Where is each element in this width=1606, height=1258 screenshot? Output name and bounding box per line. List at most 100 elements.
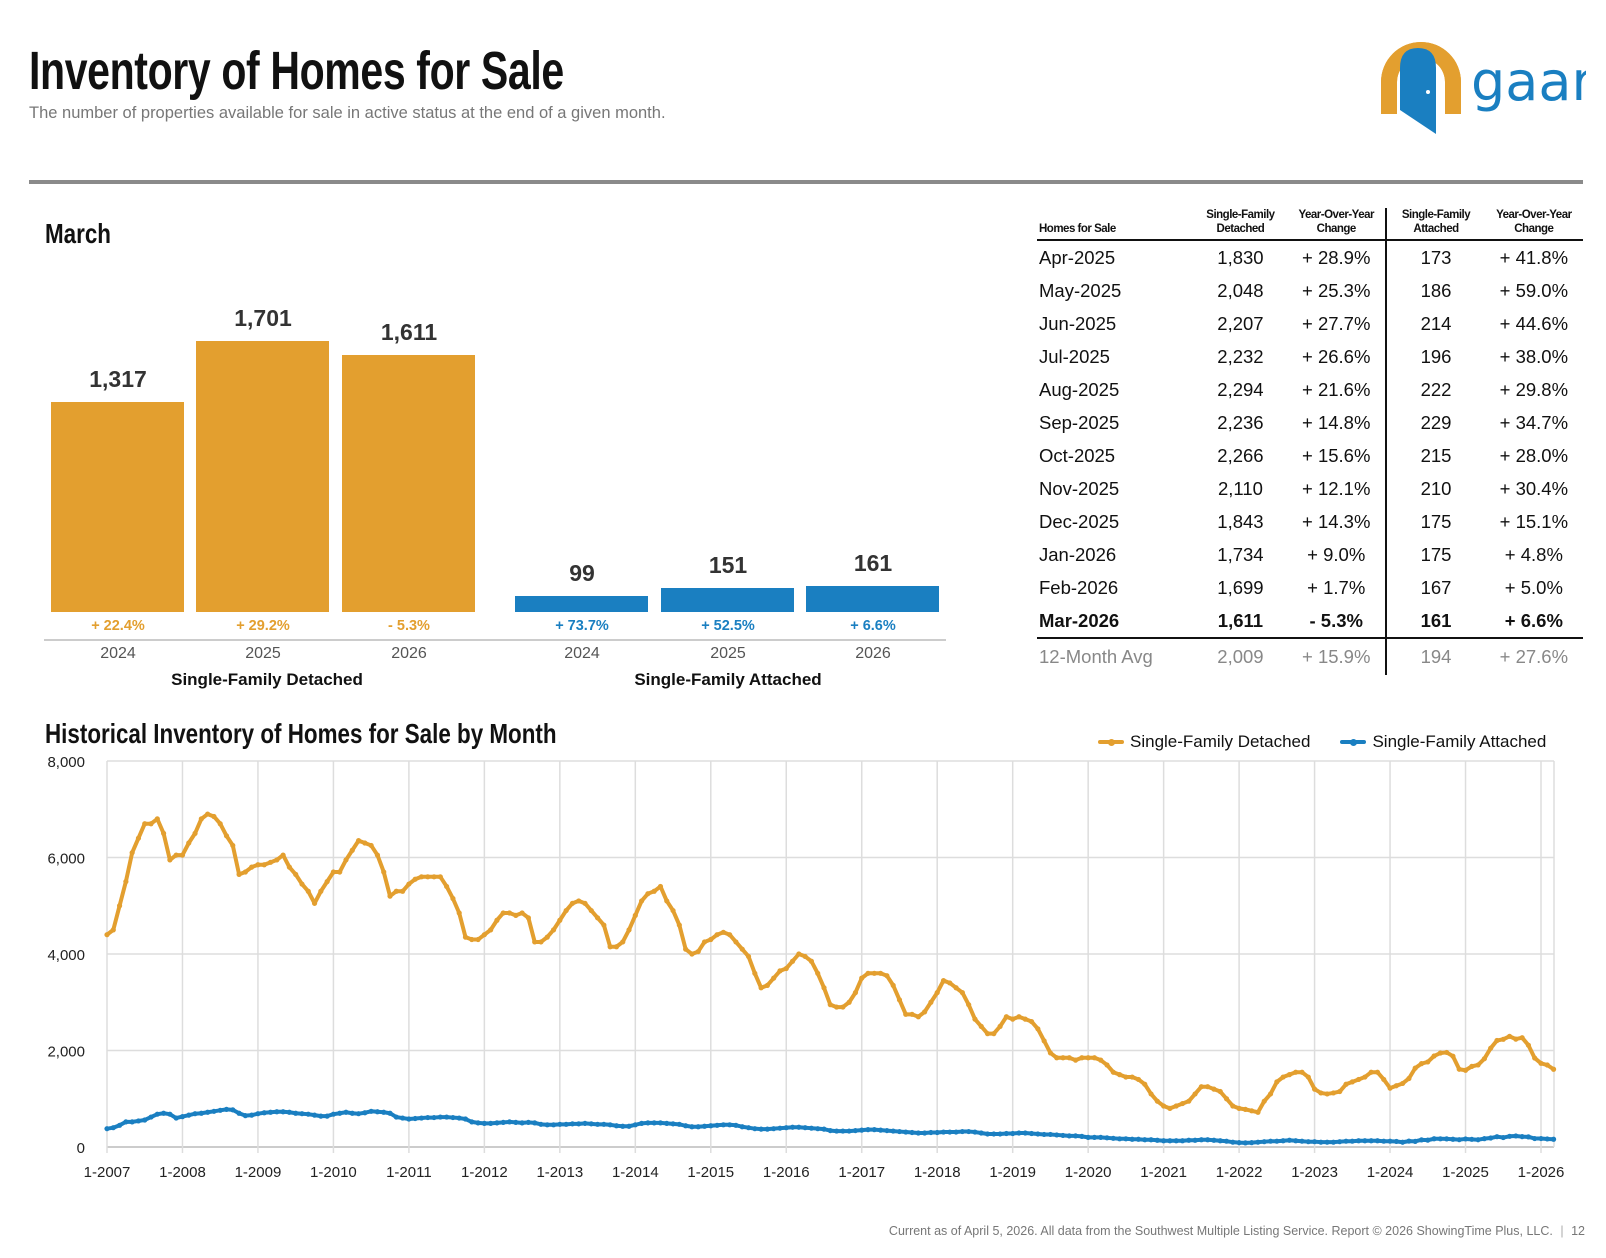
data-point xyxy=(1129,1136,1135,1142)
data-point xyxy=(1091,1055,1098,1061)
data-point xyxy=(771,975,777,981)
data-point xyxy=(1330,1090,1337,1096)
data-point xyxy=(179,852,186,858)
data-point xyxy=(1387,1138,1393,1144)
data-point xyxy=(337,1110,343,1116)
data-point xyxy=(167,1111,173,1117)
data-point xyxy=(1010,1130,1016,1137)
table-cell: + 9.0% xyxy=(1307,543,1366,565)
data-point xyxy=(1186,1098,1192,1104)
data-point xyxy=(393,1114,399,1120)
data-point xyxy=(1532,1135,1538,1142)
table-cell: 194 xyxy=(1385,637,1485,675)
data-point xyxy=(418,1115,425,1121)
header-sf-detached: Single-Family Detached xyxy=(1193,208,1288,241)
data-point xyxy=(1249,1140,1255,1146)
data-point xyxy=(242,1113,248,1119)
data-point xyxy=(1481,1136,1487,1142)
data-point xyxy=(1198,1137,1204,1143)
group-label-attached: Single-Family Attached xyxy=(634,670,822,689)
data-point xyxy=(777,968,783,974)
data-point xyxy=(1249,1108,1255,1114)
data-point xyxy=(230,842,236,849)
data-point xyxy=(594,915,601,921)
data-point xyxy=(1179,1138,1186,1144)
data-point xyxy=(821,1126,827,1132)
data-point xyxy=(789,1124,796,1130)
data-point xyxy=(425,874,431,880)
data-point xyxy=(727,932,733,938)
data-point xyxy=(186,840,192,846)
data-point xyxy=(1337,1139,1343,1145)
table-cell: + 1.7% xyxy=(1307,576,1366,598)
table-cell: + 15.1% xyxy=(1499,510,1569,532)
data-point xyxy=(349,847,355,853)
x-tick-label: 1-2009 xyxy=(235,1164,282,1181)
data-point xyxy=(400,1115,406,1121)
data-point xyxy=(142,1117,148,1123)
data-point xyxy=(1544,1062,1550,1068)
x-tick-label: 1-2025 xyxy=(1442,1164,1489,1181)
data-point xyxy=(211,1108,217,1114)
table-cell: + 6.6% xyxy=(1504,609,1563,631)
data-point xyxy=(1318,1139,1324,1145)
table-cell: 2,048 xyxy=(1217,279,1264,301)
data-point xyxy=(1123,1074,1129,1080)
data-point xyxy=(1035,1131,1041,1137)
data-point xyxy=(1154,1098,1160,1104)
data-point xyxy=(1431,1053,1437,1059)
data-point xyxy=(1041,1131,1047,1138)
x-tick-label: 1-2016 xyxy=(763,1164,810,1181)
data-point xyxy=(481,1120,487,1126)
data-point xyxy=(129,850,135,856)
data-point xyxy=(569,900,576,906)
data-point xyxy=(802,1125,808,1131)
table-cell: 215 xyxy=(1385,439,1485,472)
table-cell: + 30.4% xyxy=(1499,477,1569,499)
data-point xyxy=(299,1111,305,1117)
data-point xyxy=(318,888,324,894)
data-point xyxy=(406,1116,412,1122)
data-point xyxy=(771,1126,777,1132)
data-point xyxy=(173,1115,179,1121)
data-point xyxy=(337,869,343,875)
table-cell: 173 xyxy=(1385,240,1485,274)
header-sf-attached: Single-Family Attached xyxy=(1385,208,1485,241)
data-point xyxy=(494,1120,500,1126)
data-point xyxy=(230,1107,236,1113)
data-point xyxy=(154,1111,160,1117)
data-point xyxy=(802,953,808,960)
march-section-title: March xyxy=(45,218,111,249)
data-point xyxy=(1003,1014,1009,1020)
data-point xyxy=(249,1112,255,1118)
data-point xyxy=(991,1031,997,1037)
data-point xyxy=(223,833,230,839)
data-point xyxy=(400,888,406,894)
data-point xyxy=(651,888,657,894)
data-point xyxy=(1305,1139,1311,1145)
data-point xyxy=(594,1121,601,1127)
data-point xyxy=(1072,1133,1079,1139)
data-point xyxy=(695,1124,701,1130)
data-point xyxy=(1519,1134,1525,1140)
table-cell: 1,611 xyxy=(1217,609,1264,631)
bar-year-label: 2025 xyxy=(710,645,746,662)
data-point xyxy=(1330,1139,1337,1145)
x-tick-label: 1-2015 xyxy=(687,1164,734,1181)
group-label-detached: Single-Family Detached xyxy=(171,670,363,689)
bar-year-label: 2024 xyxy=(564,645,600,662)
data-point xyxy=(645,1120,651,1126)
data-point xyxy=(783,1125,789,1131)
data-point xyxy=(1117,1072,1123,1078)
data-point xyxy=(469,1119,475,1125)
data-point xyxy=(481,932,487,938)
data-point xyxy=(733,1122,739,1128)
data-point xyxy=(1016,1014,1022,1020)
bar-year-label: 2024 xyxy=(100,645,136,662)
data-point xyxy=(236,871,242,877)
data-point xyxy=(708,936,714,943)
data-point xyxy=(450,1114,456,1121)
table-cell: 1,734 xyxy=(1217,543,1264,565)
data-point xyxy=(1230,1139,1236,1145)
x-tick-label: 1-2014 xyxy=(612,1164,659,1181)
